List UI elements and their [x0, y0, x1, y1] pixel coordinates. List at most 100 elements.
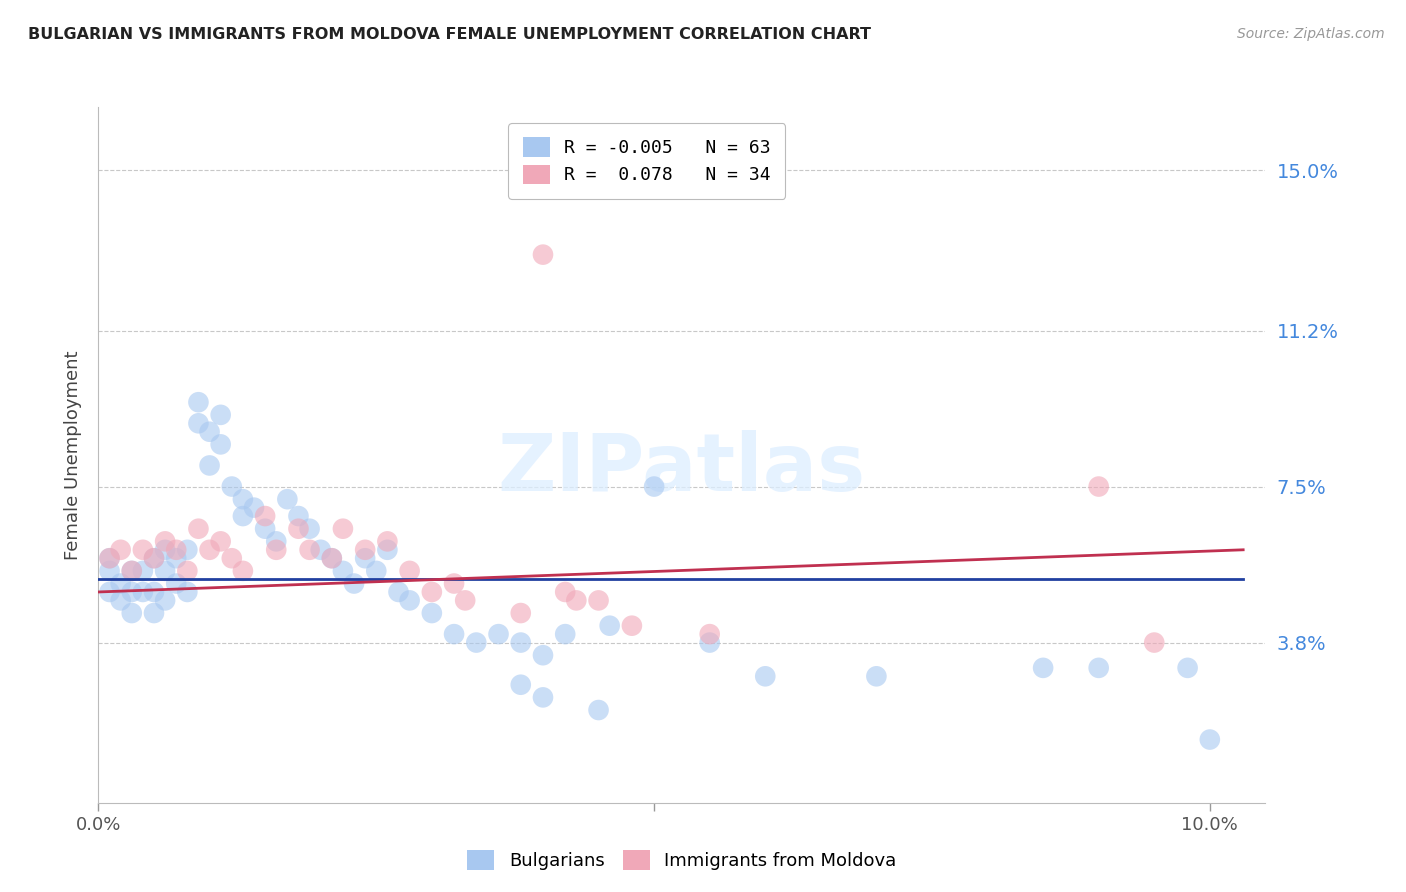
- Y-axis label: Female Unemployment: Female Unemployment: [63, 351, 82, 559]
- Point: [153, 564, 176, 578]
- Point: [165, 542, 187, 557]
- Point: [153, 534, 176, 549]
- Point: [209, 534, 232, 549]
- Point: [264, 534, 287, 549]
- Point: [221, 551, 243, 566]
- Point: [1032, 661, 1054, 675]
- Point: [110, 542, 132, 557]
- Point: [1177, 661, 1199, 675]
- Point: [176, 564, 198, 578]
- Point: [110, 593, 132, 607]
- Point: [554, 585, 576, 599]
- Point: [121, 606, 143, 620]
- Point: [254, 509, 277, 524]
- Point: [121, 564, 143, 578]
- Point: [98, 564, 121, 578]
- Point: [176, 542, 198, 557]
- Point: [531, 247, 554, 261]
- Point: [321, 551, 343, 566]
- Point: [121, 564, 143, 578]
- Point: [221, 479, 243, 493]
- Point: [443, 627, 465, 641]
- Text: BULGARIAN VS IMMIGRANTS FROM MOLDOVA FEMALE UNEMPLOYMENT CORRELATION CHART: BULGARIAN VS IMMIGRANTS FROM MOLDOVA FEM…: [28, 27, 872, 42]
- Point: [143, 551, 166, 566]
- Point: [354, 542, 377, 557]
- Point: [309, 542, 332, 557]
- Point: [198, 458, 221, 473]
- Point: [1198, 732, 1220, 747]
- Point: [187, 395, 209, 409]
- Point: [343, 576, 366, 591]
- Point: [699, 627, 721, 641]
- Point: [198, 542, 221, 557]
- Point: [443, 576, 465, 591]
- Point: [176, 585, 198, 599]
- Point: [209, 408, 232, 422]
- Point: [98, 585, 121, 599]
- Point: [232, 564, 254, 578]
- Point: [754, 669, 776, 683]
- Point: [420, 606, 443, 620]
- Point: [153, 593, 176, 607]
- Point: [121, 585, 143, 599]
- Point: [98, 551, 121, 566]
- Point: [420, 585, 443, 599]
- Point: [143, 551, 166, 566]
- Point: [509, 635, 531, 649]
- Point: [465, 635, 488, 649]
- Point: [264, 542, 287, 557]
- Point: [132, 585, 155, 599]
- Point: [454, 593, 477, 607]
- Point: [387, 585, 409, 599]
- Point: [165, 576, 187, 591]
- Point: [377, 542, 399, 557]
- Point: [398, 593, 420, 607]
- Point: [588, 703, 610, 717]
- Point: [531, 648, 554, 663]
- Point: [354, 551, 377, 566]
- Point: [865, 669, 887, 683]
- Point: [110, 576, 132, 591]
- Point: [509, 606, 531, 620]
- Point: [98, 551, 121, 566]
- Point: [132, 564, 155, 578]
- Point: [187, 522, 209, 536]
- Point: [509, 678, 531, 692]
- Point: [153, 542, 176, 557]
- Point: [143, 606, 166, 620]
- Point: [298, 542, 321, 557]
- Point: [1087, 661, 1109, 675]
- Point: [565, 593, 588, 607]
- Point: [699, 635, 721, 649]
- Point: [187, 417, 209, 431]
- Point: [554, 627, 576, 641]
- Point: [321, 551, 343, 566]
- Point: [276, 492, 298, 507]
- Legend: Bulgarians, Immigrants from Moldova: Bulgarians, Immigrants from Moldova: [453, 836, 911, 884]
- Point: [143, 585, 166, 599]
- Point: [132, 542, 155, 557]
- Point: [332, 522, 354, 536]
- Point: [1143, 635, 1166, 649]
- Point: [209, 437, 232, 451]
- Point: [366, 564, 388, 578]
- Point: [232, 509, 254, 524]
- Point: [287, 522, 309, 536]
- Point: [232, 492, 254, 507]
- Point: [332, 564, 354, 578]
- Point: [287, 509, 309, 524]
- Text: ZIPatlas: ZIPatlas: [498, 430, 866, 508]
- Point: [165, 551, 187, 566]
- Point: [531, 690, 554, 705]
- Point: [588, 593, 610, 607]
- Point: [254, 522, 277, 536]
- Text: Source: ZipAtlas.com: Source: ZipAtlas.com: [1237, 27, 1385, 41]
- Point: [620, 618, 643, 632]
- Point: [243, 500, 266, 515]
- Point: [488, 627, 510, 641]
- Point: [298, 522, 321, 536]
- Point: [1087, 479, 1109, 493]
- Point: [377, 534, 399, 549]
- Point: [198, 425, 221, 439]
- Point: [643, 479, 665, 493]
